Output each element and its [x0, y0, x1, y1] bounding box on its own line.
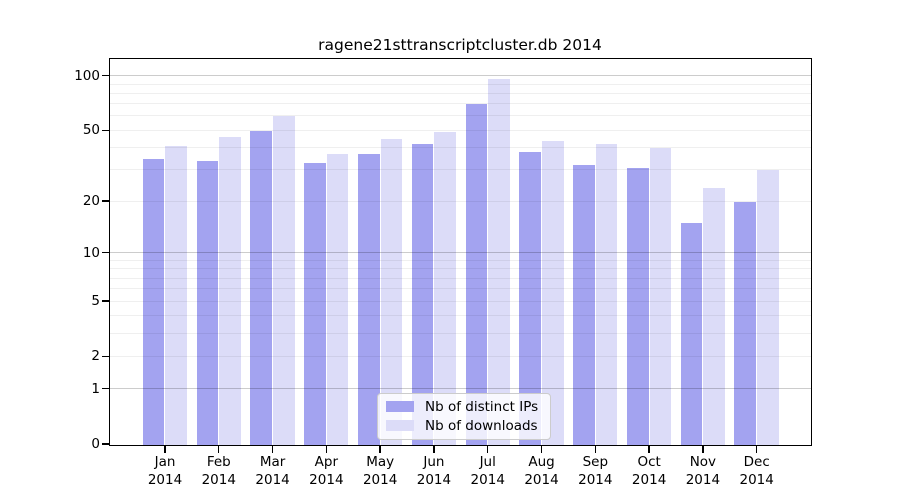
y-tick-1	[101, 387, 109, 390]
x-tick-label-dec: Dec 2014	[739, 454, 774, 488]
x-tick-jun	[433, 445, 435, 453]
x-tick-label-jun: Jun 2014	[416, 454, 452, 488]
x-tick-label-jan: Jan 2014	[147, 454, 183, 488]
y-tick-20	[101, 200, 109, 202]
x-tick-sep	[594, 445, 596, 453]
legend-item-distinct-ips: Nb of distinct IPs	[386, 399, 538, 415]
bar-downloads-may	[380, 138, 403, 445]
y-tick-label-1: 1	[91, 380, 100, 397]
y-tick-2	[101, 355, 109, 358]
x-tick-label-oct: Oct 2014	[631, 454, 667, 488]
x-tick-oct	[648, 445, 650, 453]
x-tick-may	[379, 445, 381, 453]
x-tick-apr	[325, 445, 328, 453]
bar-distinct-ips-jun	[411, 144, 434, 445]
x-tick-mar	[271, 445, 274, 453]
x-tick-nov	[702, 445, 704, 453]
bar-distinct-ips-aug	[519, 152, 542, 445]
bars-layer	[110, 59, 811, 445]
bar-downloads-feb	[219, 137, 241, 445]
chart-title: ragene21sttranscriptcluster.db 2014	[318, 36, 602, 54]
legend-swatch-distinct-ips	[386, 401, 414, 412]
bar-downloads-jun	[434, 132, 457, 445]
bar-downloads-jan	[165, 146, 188, 445]
x-tick-jul	[487, 445, 489, 453]
x-tick-label-aug: Aug 2014	[524, 454, 559, 488]
bar-downloads-jul	[488, 78, 510, 445]
bar-downloads-nov	[703, 187, 725, 445]
bar-distinct-ips-may	[357, 154, 380, 445]
x-tick-aug	[540, 445, 543, 453]
plot-area	[108, 58, 812, 446]
legend: Nb of distinct IPs Nb of downloads	[377, 392, 552, 440]
x-tick-label-feb: Feb 2014	[201, 454, 236, 488]
x-tick-dec	[755, 445, 758, 453]
y-tick-100	[101, 75, 109, 77]
legend-swatch-downloads	[386, 420, 414, 431]
bar-distinct-ips-sep	[573, 165, 595, 445]
bar-downloads-mar	[272, 116, 295, 445]
y-tick-0	[101, 443, 109, 445]
y-tick-5	[101, 300, 109, 302]
x-tick-label-jul: Jul 2014	[470, 454, 505, 488]
x-tick-label-mar: Mar 2014	[255, 454, 290, 488]
x-tick-label-nov: Nov 2014	[685, 454, 721, 488]
x-tick-jan	[164, 445, 166, 453]
y-tick-label-5: 5	[91, 293, 100, 309]
bar-distinct-ips-feb	[196, 160, 219, 445]
y-tick-label-0: 0	[91, 436, 100, 452]
x-tick-label-sep: Sep 2014	[578, 454, 613, 488]
bar-distinct-ips-apr	[304, 163, 326, 445]
bar-downloads-dec	[757, 170, 779, 445]
bar-distinct-ips-dec	[734, 201, 757, 445]
bar-distinct-ips-nov	[680, 223, 703, 445]
bar-distinct-ips-oct	[626, 167, 649, 445]
y-tick-label-50: 50	[82, 122, 100, 139]
y-tick-label-100: 100	[74, 67, 100, 84]
bar-distinct-ips-jul	[465, 104, 488, 445]
bar-downloads-aug	[541, 140, 564, 445]
x-tick-label-may: May 2014	[362, 454, 398, 488]
x-tick-label-apr: Apr 2014	[309, 454, 344, 488]
y-tick-label-2: 2	[91, 348, 100, 365]
y-tick-label-20: 20	[82, 193, 100, 210]
legend-label-distinct-ips: Nb of distinct IPs	[425, 398, 539, 415]
y-tick-50	[101, 129, 109, 131]
bar-downloads-apr	[326, 154, 349, 445]
legend-label-downloads: Nb of downloads	[425, 417, 538, 434]
y-tick-label-10: 10	[82, 244, 100, 261]
bar-downloads-sep	[595, 144, 618, 445]
y-tick-10	[101, 251, 109, 254]
x-tick-feb	[218, 445, 220, 453]
bar-distinct-ips-mar	[250, 130, 273, 445]
legend-item-downloads: Nb of downloads	[386, 418, 538, 434]
bar-downloads-oct	[649, 148, 672, 445]
bar-distinct-ips-jan	[142, 158, 165, 445]
